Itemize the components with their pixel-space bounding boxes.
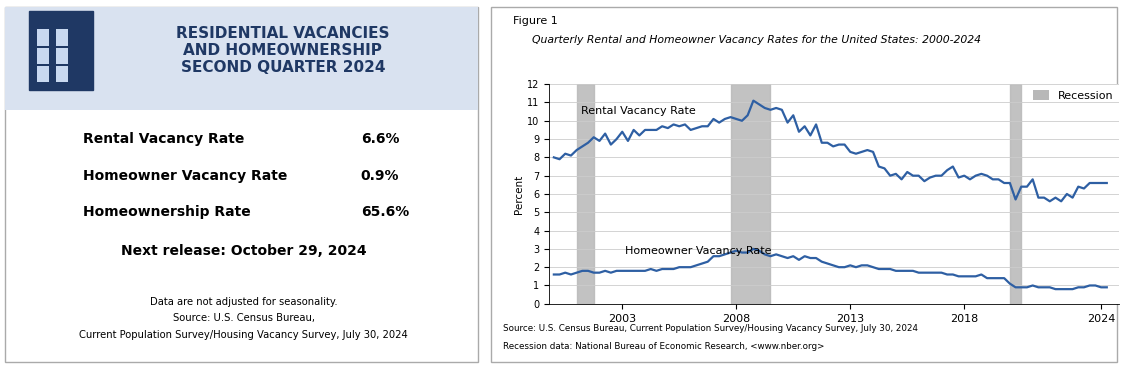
Text: SECOND QUARTER 2024: SECOND QUARTER 2024 bbox=[180, 60, 386, 75]
Text: Next release: October 29, 2024: Next release: October 29, 2024 bbox=[121, 244, 367, 258]
Bar bbox=[731, 84, 770, 304]
Bar bbox=[29, 11, 93, 90]
Bar bbox=[576, 84, 594, 304]
Bar bbox=[56, 29, 68, 46]
Bar bbox=[56, 66, 68, 82]
Text: Homeownership Rate: Homeownership Rate bbox=[83, 205, 251, 219]
Bar bbox=[37, 48, 49, 64]
Text: Quarterly Rental and Homeowner Vacancy Rates for the United States: 2000-2024: Quarterly Rental and Homeowner Vacancy R… bbox=[532, 35, 981, 45]
Text: RESIDENTIAL VACANCIES: RESIDENTIAL VACANCIES bbox=[176, 26, 390, 41]
Text: 6.6%: 6.6% bbox=[361, 132, 399, 146]
Text: 0.9%: 0.9% bbox=[361, 169, 399, 183]
Y-axis label: Percent: Percent bbox=[515, 174, 525, 214]
Text: Source: U.S. Census Bureau,: Source: U.S. Census Bureau, bbox=[173, 313, 315, 324]
Text: 65.6%: 65.6% bbox=[361, 205, 409, 219]
Bar bbox=[1010, 84, 1021, 304]
Text: Homeowner Vacancy Rate: Homeowner Vacancy Rate bbox=[624, 246, 771, 256]
Text: Current Population Survey/Housing Vacancy Survey, July 30, 2024: Current Population Survey/Housing Vacanc… bbox=[80, 330, 408, 340]
Bar bbox=[4, 7, 478, 110]
Bar bbox=[37, 29, 49, 46]
Text: Rental Vacancy Rate: Rental Vacancy Rate bbox=[83, 132, 244, 146]
Text: Figure 1: Figure 1 bbox=[513, 16, 558, 26]
Text: AND HOMEOWNERSHIP: AND HOMEOWNERSHIP bbox=[184, 43, 382, 58]
Bar bbox=[56, 48, 68, 64]
Text: Homeowner Vacancy Rate: Homeowner Vacancy Rate bbox=[83, 169, 287, 183]
Text: Recession data: National Bureau of Economic Research, <www.nber.org>: Recession data: National Bureau of Econo… bbox=[503, 342, 825, 351]
Text: Data are not adjusted for seasonality.: Data are not adjusted for seasonality. bbox=[150, 297, 337, 307]
Legend: Recession: Recession bbox=[1032, 90, 1114, 101]
Text: Source: U.S. Census Bureau, Current Population Survey/Housing Vacancy Survey, Ju: Source: U.S. Census Bureau, Current Popu… bbox=[503, 324, 918, 333]
Text: Rental Vacancy Rate: Rental Vacancy Rate bbox=[581, 106, 696, 116]
Bar bbox=[37, 66, 49, 82]
